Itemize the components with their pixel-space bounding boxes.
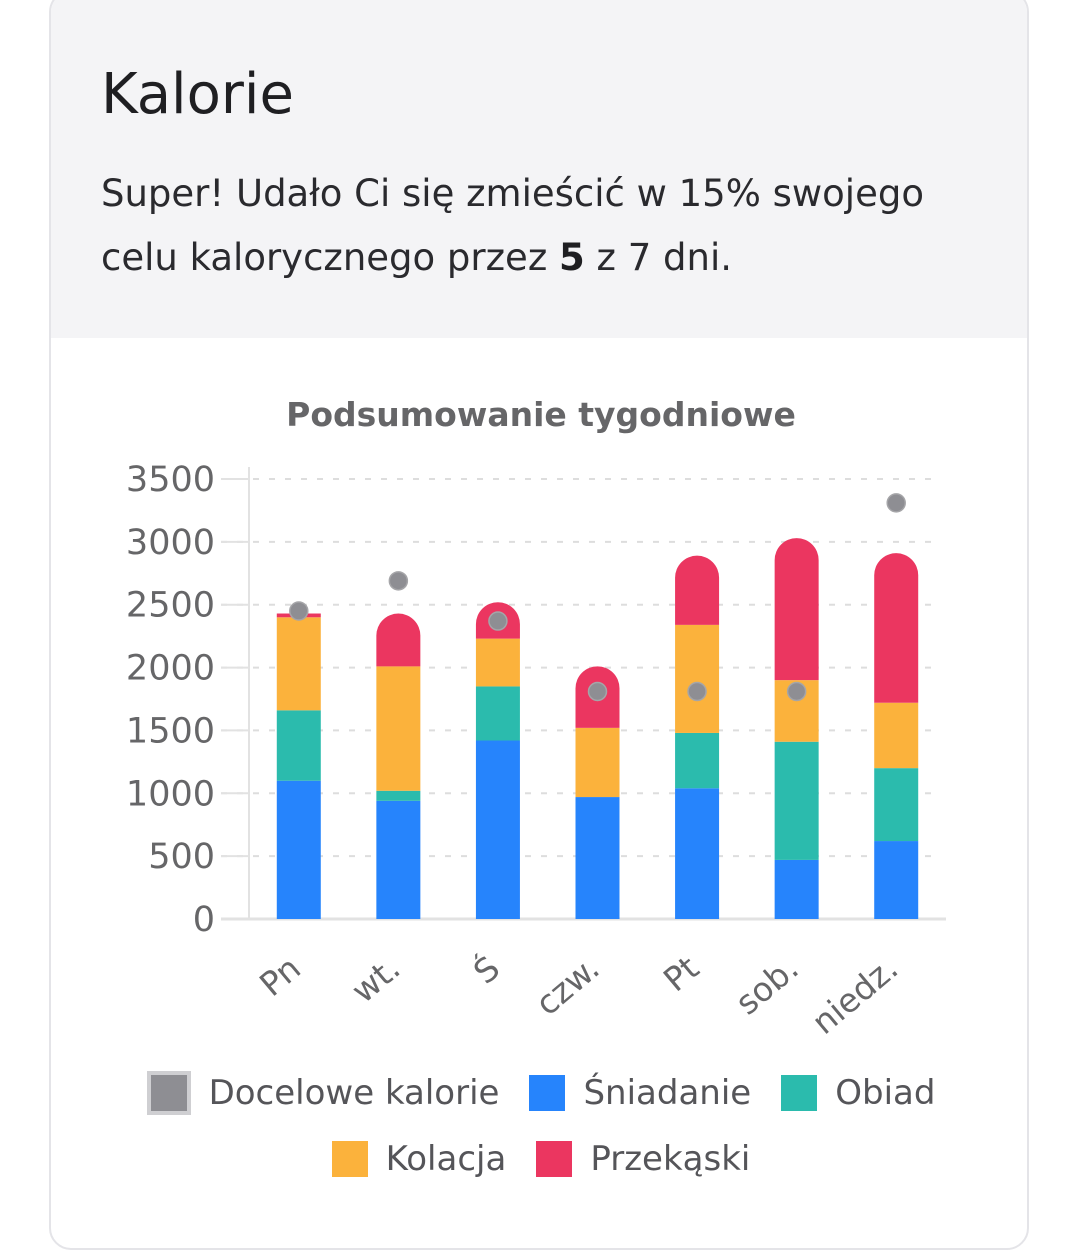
legend-row: Docelowe kalorie Śniadanie Obiad — [51, 1062, 1027, 1124]
bar-przekaski-1 — [376, 613, 421, 667]
y-tick-label: 0 — [193, 900, 215, 940]
legend-label: Śniadanie — [583, 1073, 752, 1113]
legend-swatch — [536, 1141, 573, 1177]
bar-kolacja-6 — [874, 702, 919, 769]
x-tick-label: niedz. — [804, 948, 905, 1042]
bar-sniadanie-3 — [575, 797, 620, 919]
y-tick-label: 1500 — [126, 711, 215, 751]
bar-kolacja-1 — [376, 666, 421, 791]
legend-swatch — [529, 1075, 566, 1111]
legend-item[interactable]: Obiad — [781, 1073, 935, 1113]
y-tick-label: 3000 — [126, 523, 215, 563]
legend-item[interactable]: Przekąski — [536, 1139, 750, 1179]
legend-swatch — [331, 1141, 368, 1177]
chart-title: Podsumowanie tygodniowe — [286, 395, 796, 434]
card-title: Kalorie — [101, 62, 294, 127]
bar-obiad-4 — [675, 732, 720, 789]
x-tick-label: sob. — [728, 948, 806, 1022]
target-calories-dot — [388, 571, 409, 591]
target-calories-dot — [488, 611, 508, 631]
summary-days-count: 5 — [559, 236, 585, 279]
x-tick-label: wt. — [344, 948, 408, 1010]
summary-text-end: z 7 dni. — [584, 236, 732, 279]
bar-przekaski-4 — [675, 555, 720, 625]
bar-przekaski-6 — [874, 553, 919, 703]
target-calories-dot — [687, 681, 707, 702]
target-calories-dot — [587, 681, 608, 702]
target-calories-dot — [786, 681, 807, 702]
y-tick-label: 3500 — [126, 460, 215, 500]
summary-text-part: Super! Udało Ci się zmieścić w 15% swoje… — [101, 172, 924, 279]
bar-obiad-2 — [475, 686, 520, 741]
bar-obiad-1 — [376, 790, 421, 801]
bar-przekaski-5 — [774, 538, 819, 681]
chart-legend: Docelowe kalorie Śniadanie Obiad Kolacja Pr… — [51, 1062, 1027, 1194]
legend-label: Obiad — [835, 1073, 936, 1113]
legend-item[interactable]: Docelowe kalorie — [146, 1071, 500, 1115]
y-tick-label: 1000 — [126, 774, 215, 814]
legend-label: Docelowe kalorie — [208, 1073, 500, 1113]
summary-text: Super! Udało Ci się zmieścić w 15% swoje… — [101, 162, 1001, 290]
legend-item[interactable]: Śniadanie — [529, 1073, 751, 1113]
target-calories-dot — [289, 601, 309, 621]
legend-swatch — [146, 1071, 191, 1115]
x-tick-label: czw. — [528, 948, 607, 1023]
x-tick-label: Ś — [465, 947, 507, 991]
y-tick-label: 2500 — [126, 586, 215, 626]
bar-sniadanie-0 — [276, 780, 321, 919]
bar-sniadanie-4 — [675, 788, 720, 919]
bar-obiad-0 — [276, 710, 321, 781]
bar-kolacja-0 — [276, 617, 321, 711]
legend-label: Przekąski — [590, 1139, 751, 1179]
y-tick-label: 500 — [148, 837, 215, 877]
legend-item[interactable]: Kolacja — [331, 1139, 507, 1179]
card-header: Kalorie Super! Udało Ci się zmieścić w 1… — [51, 0, 1027, 338]
x-tick-label: Pt — [656, 948, 706, 999]
bar-obiad-6 — [874, 768, 919, 842]
bar-kolacja-4 — [675, 624, 720, 733]
legend-label: Kolacja — [385, 1139, 507, 1179]
bar-kolacja-2 — [475, 638, 520, 687]
legend-swatch — [781, 1075, 818, 1111]
x-tick-label: Pn — [252, 948, 308, 1004]
calories-card: Kalorie Super! Udało Ci się zmieścić w 1… — [49, 0, 1029, 1250]
bar-sniadanie-1 — [376, 800, 421, 919]
bar-sniadanie-6 — [874, 841, 919, 919]
legend-row: Kolacja Przekąski — [51, 1128, 1027, 1190]
bar-obiad-5 — [774, 741, 819, 860]
bar-kolacja-3 — [575, 727, 620, 798]
target-calories-dot — [886, 493, 906, 513]
bar-sniadanie-2 — [475, 740, 520, 919]
weekly-calories-chart: Podsumowanie tygodniowe 3500 3000 2500 2000 1… — [126, 395, 946, 1042]
bar-sniadanie-5 — [774, 859, 819, 919]
y-tick-label: 2000 — [126, 649, 215, 689]
